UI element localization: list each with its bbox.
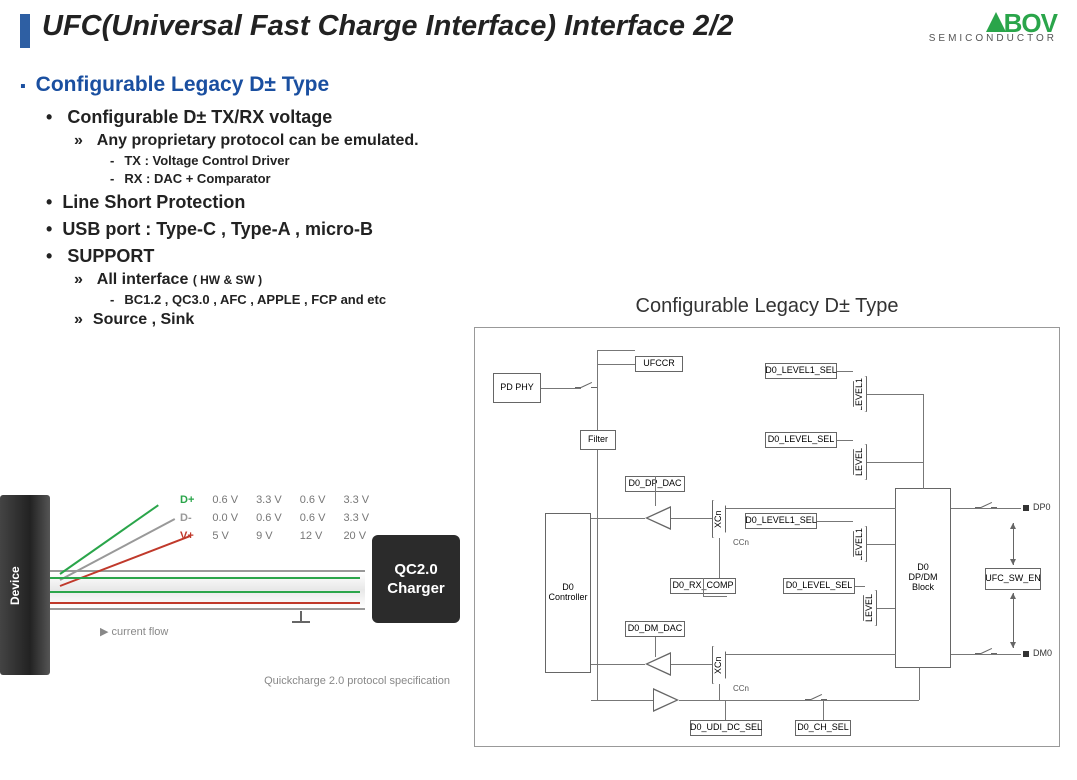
node-ufcswen: UFC_SW_EN (985, 568, 1041, 590)
wire (671, 664, 712, 665)
arrow-swen-up (1013, 523, 1014, 565)
wire (679, 700, 919, 701)
wire (719, 684, 720, 700)
wire (923, 394, 924, 489)
wire (597, 364, 635, 365)
node-d0lvl1sel-a: D0_LEVEL1_SEL (765, 363, 837, 379)
node-level1-b: LEVEL1 (853, 526, 867, 562)
arrow-swen-dn (1013, 593, 1014, 648)
page-title: UFC(Universal Fast Charge Interface) Int… (42, 10, 929, 43)
list-item: TX : Voltage Control Driver (128, 153, 1047, 168)
figure-caption: Quickcharge 2.0 protocol specification (264, 675, 450, 687)
wire (855, 586, 865, 587)
ground-icon (300, 611, 302, 621)
wire (837, 371, 853, 372)
node-d0lvl1sel-b: D0_LEVEL1_SEL (745, 513, 817, 529)
node-d0udidcsel: D0_UDI_DC_SEL (690, 720, 762, 736)
node-d0block: D0 DP/DM Block (895, 488, 951, 668)
wire (597, 350, 635, 351)
amp-dm-out (645, 652, 671, 676)
pin-label-dm0: DM0 (1033, 648, 1052, 658)
wire (591, 518, 645, 519)
wire (867, 544, 895, 545)
wire (703, 596, 727, 597)
list-item: Line Short Protection (64, 192, 1047, 213)
dplus-line (59, 504, 158, 574)
section-heading: Configurable Legacy D± Type (42, 73, 1047, 97)
arrow-bot (50, 602, 360, 604)
wire (726, 508, 896, 509)
switch-icon (975, 503, 997, 513)
node-d0lvlsel-b: D0_LEVEL_SEL (783, 578, 855, 594)
amp-udi (653, 688, 679, 712)
pin-dm0 (1023, 651, 1029, 657)
charger-block: QC2.0 Charger (372, 535, 460, 623)
qc20-figure: Device D+ 0.6 V3.3 V0.6 V3.3 V D- 0.0 V0… (0, 475, 470, 695)
pin-dp0 (1023, 505, 1029, 511)
wire (655, 476, 656, 506)
list-item: Any proprietary protocol can be emulated… (94, 132, 1047, 186)
title-bar: UFC(Universal Fast Charge Interface) Int… (0, 0, 1077, 48)
list-item: RX : DAC + Comparator (128, 171, 1047, 186)
switch-icon (975, 649, 997, 659)
node-d0dmdac: D0_DM_DAC (625, 621, 685, 637)
node-filter: Filter (580, 430, 616, 450)
list-item: Configurable D± TX/RX voltage Any propri… (64, 107, 1047, 186)
content-area: Configurable Legacy D± Type Configurable… (0, 48, 1077, 329)
wire (597, 450, 598, 700)
node-pdphy: PD PHY (493, 373, 541, 403)
switch-icon (575, 383, 597, 393)
wire (591, 664, 645, 665)
wire (703, 578, 704, 596)
node-d0lvlsel-a: D0_LEVEL_SEL (765, 432, 837, 448)
wire (671, 518, 712, 519)
wire (867, 462, 895, 463)
wire (867, 394, 895, 395)
wire (823, 700, 824, 720)
device-label: Device (8, 566, 22, 605)
wire (895, 462, 923, 463)
list-item: USB port : Type-C , Type-A , micro-B (64, 219, 1047, 240)
node-level-b: LEVEL (863, 590, 877, 626)
arrow-top (50, 577, 360, 579)
voltage-table: D+ 0.6 V3.3 V0.6 V3.3 V D- 0.0 V0.6 V0.6… (170, 490, 379, 546)
wire (877, 608, 895, 609)
node-xcn2: XCn (712, 646, 726, 684)
node-level-a: LEVEL (853, 444, 867, 480)
amp-dp-out (645, 506, 671, 530)
brand-logo: BOV SEMICONDUCTOR (929, 10, 1057, 44)
wire (726, 654, 896, 655)
logo-triangle-icon (986, 12, 1006, 32)
node-ufccr: UFCCR (635, 356, 683, 372)
wire (895, 394, 923, 395)
diagram-frame: PD PHY UFCCR Filter D0 Controller D0_DP_… (474, 327, 1060, 747)
wire (725, 700, 726, 720)
logo-subtext: SEMICONDUCTOR (929, 34, 1057, 44)
title-accent (20, 14, 30, 48)
block-diagram: Configurable Legacy D± Type PD PHY UFCCR… (474, 315, 1060, 755)
wire (817, 521, 853, 522)
node-level1-a: LEVEL1 (853, 376, 867, 412)
wire (837, 440, 853, 441)
current-flow-label: current flow (100, 625, 168, 638)
node-d0ctrl: D0 Controller (545, 513, 591, 673)
label-ccn1: CCn (733, 538, 749, 547)
pin-label-dp0: DP0 (1033, 502, 1051, 512)
wire (655, 637, 656, 657)
wire (591, 700, 653, 701)
node-xcn1: XCn (712, 500, 726, 538)
wire (597, 350, 598, 430)
device-block: Device (0, 495, 50, 675)
node-d0chsel: D0_CH_SEL (795, 720, 851, 736)
wire (919, 668, 920, 700)
usb-cable (50, 570, 365, 610)
wire (719, 538, 720, 578)
arrow-mid (50, 591, 360, 593)
label-ccn2: CCn (733, 684, 749, 693)
diagram-title: Configurable Legacy D± Type (474, 295, 1060, 318)
